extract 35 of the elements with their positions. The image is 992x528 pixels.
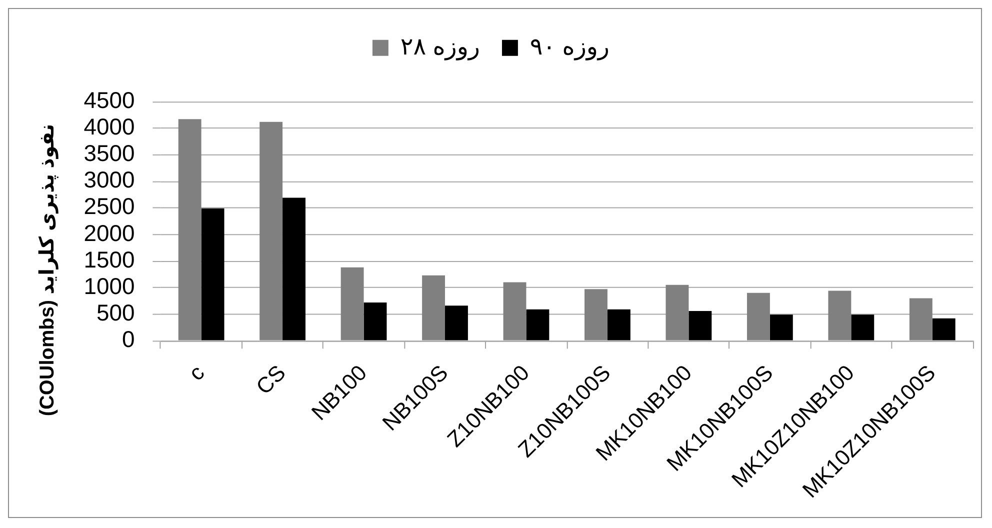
bar [526, 309, 550, 340]
y-tick-label: 3000 [84, 166, 135, 193]
bar [851, 314, 874, 340]
bar [503, 282, 526, 340]
y-tick-label: 2500 [84, 193, 135, 220]
bar [909, 298, 932, 340]
y-tick-label: 2000 [84, 220, 135, 246]
y-tick-label: 1000 [84, 272, 135, 299]
legend-label: ۲۸ روزه [400, 33, 480, 60]
bar [688, 310, 712, 340]
legend-label: ۹۰ روزه [530, 33, 610, 60]
bar [422, 275, 446, 340]
bar [445, 306, 468, 340]
y-tick-label: 4000 [84, 114, 135, 140]
bar [201, 208, 224, 340]
bar [932, 318, 956, 340]
bar [666, 284, 689, 340]
bar [260, 122, 283, 340]
x-tick-label: CS [251, 360, 290, 400]
y-tick-label: 4500 [84, 86, 135, 113]
bar [282, 198, 306, 340]
bar [746, 292, 770, 340]
bar [770, 314, 793, 340]
y-tick-label: 3500 [84, 140, 135, 166]
bar [828, 290, 852, 340]
bar [364, 302, 387, 340]
y-axis-title: نفوذ پذیری کلراید (COUlombs) [36, 124, 58, 416]
y-tick-label: 0 [122, 326, 135, 352]
y-tick-label: 500 [96, 299, 135, 326]
bar [607, 309, 630, 340]
y-tick-label: 1500 [84, 246, 135, 272]
bar [584, 289, 608, 340]
bar [340, 267, 364, 340]
bar [178, 119, 202, 340]
x-tick-label: c [184, 360, 210, 386]
